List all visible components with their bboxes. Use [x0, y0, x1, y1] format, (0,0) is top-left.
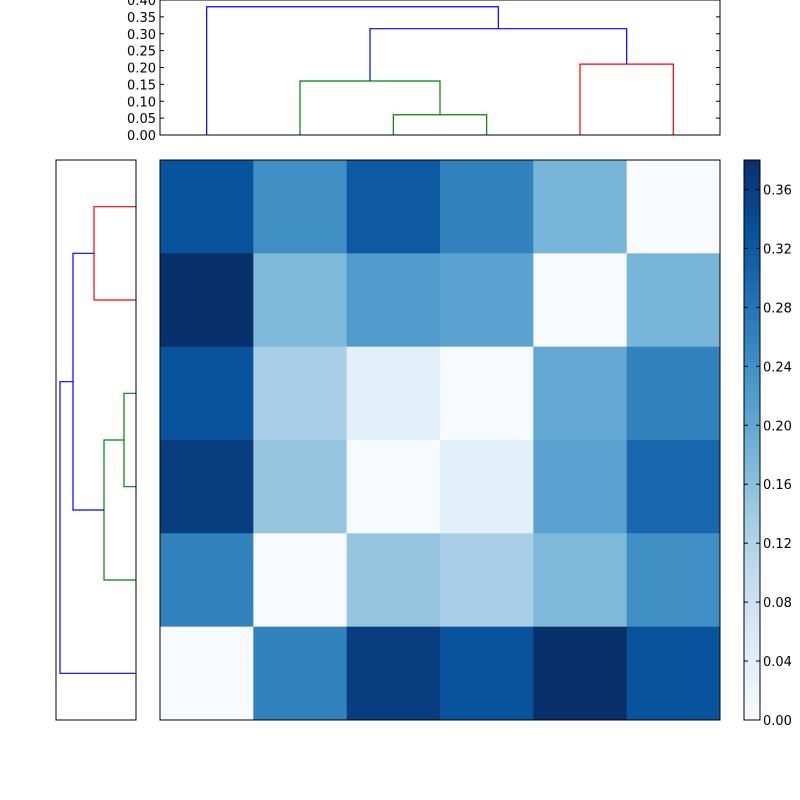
left-dendrogram-link [93, 206, 136, 301]
heatmap-cell [253, 346, 348, 441]
heatmap-cell [440, 533, 534, 628]
heatmap-cell [253, 160, 348, 254]
heatmap-cell [626, 253, 721, 348]
left-dendrogram-link [72, 252, 104, 511]
top-dendrogram-tick-label: 0.30 [127, 28, 156, 43]
colorbar-tick-label: 0.28 [763, 301, 792, 316]
heatmap-cell [440, 346, 534, 441]
left-dendrogram-link [123, 392, 136, 488]
heatmap-cell [346, 160, 441, 254]
heatmap-cell [626, 626, 721, 721]
colorbar-ticks: 0.00 0.04 0.08 0.12 0.16 0.20 0.24 0.28 0.32 0.36 [744, 183, 792, 729]
top-dendrogram-tick-label: 0.20 [127, 62, 156, 77]
heatmap-cell [160, 346, 254, 441]
heatmap-cell [160, 253, 254, 348]
left-dendrogram-link [59, 381, 136, 674]
heatmap-cell [160, 440, 254, 534]
heatmap-cell [346, 533, 441, 628]
heatmap-cell [253, 440, 348, 534]
colorbar-tick-label: 0.36 [763, 183, 792, 198]
heatmap-cell [346, 346, 441, 441]
heatmap [159, 159, 721, 721]
heatmap-cell [346, 253, 441, 348]
left-dendrogram [55, 159, 137, 721]
heatmap-cell [626, 533, 721, 628]
heatmap-cell [253, 253, 348, 348]
top-dendrogram-link [299, 80, 441, 135]
top-dendrogram-tick-label: 0.35 [127, 11, 156, 26]
heatmap-cell [533, 626, 628, 721]
heatmap-cell [626, 346, 721, 441]
top-dendrogram-tick-label: 0.05 [127, 112, 156, 127]
colorbar-gradient [744, 160, 760, 720]
top-dendrogram-tick-label: 0.25 [127, 45, 156, 60]
heatmap-cells [160, 160, 721, 721]
top-dendrogram-link [579, 63, 674, 135]
colorbar-tick-label: 0.32 [763, 242, 792, 257]
heatmap-cell [533, 440, 628, 534]
colorbar-tick-label: 0.08 [763, 596, 792, 611]
colorbar-tick-label: 0.12 [763, 537, 792, 552]
heatmap-frame [159, 159, 721, 721]
colorbar-tick-label: 0.04 [763, 655, 792, 670]
heatmap-cell [533, 533, 628, 628]
heatmap-cell [440, 626, 534, 721]
top-dendrogram: 0.00 0.05 0.10 0.150.20 0.25 0.30 0.35 0.40 [127, 0, 721, 144]
colorbar: 0.00 0.04 0.08 0.12 0.16 0.20 0.24 0.28 0.32 0.36 [743, 159, 792, 729]
top-dendrogram-link [206, 6, 499, 135]
heatmap-cell [626, 160, 721, 254]
colorbar-tick-label: 0.20 [763, 419, 792, 434]
top-dendrogram-link [369, 28, 628, 81]
left-dendrogram-links [59, 206, 136, 674]
heatmap-cell [160, 533, 254, 628]
heatmap-cell [253, 626, 348, 721]
heatmap-cell [626, 440, 721, 534]
heatmap-cell [160, 160, 254, 254]
heatmap-cell [253, 533, 348, 628]
heatmap-cell [533, 346, 628, 441]
heatmap-cell [533, 253, 628, 348]
top-dendrogram-tick-label: 0.40 [127, 0, 156, 9]
heatmap-cell [346, 440, 441, 534]
top-dendrogram-links [206, 6, 674, 135]
top-dendrogram-y-axis: 0.00 0.05 0.10 0.150.20 0.25 0.30 0.35 0.40 [127, 0, 720, 144]
colorbar-tick-label: 0.00 [763, 714, 792, 729]
top-dendrogram-link [392, 114, 488, 135]
heatmap-cell [533, 160, 628, 254]
heatmap-cell [440, 160, 534, 254]
top-dendrogram-frame [159, 0, 721, 136]
top-dendrogram-tick-label: 0.15 [127, 78, 156, 93]
top-dendrogram-tick-label: 0.00 [127, 129, 156, 144]
heatmap-cell [346, 626, 441, 721]
colorbar-frame [743, 159, 761, 721]
left-dendrogram-link [103, 439, 136, 581]
top-dendrogram-tick-label: 0.10 [127, 95, 156, 110]
colorbar-tick-label: 0.24 [763, 360, 792, 375]
colorbar-tick-label: 0.16 [763, 478, 792, 493]
heatmap-cell [440, 440, 534, 534]
left-dendrogram-frame [55, 159, 137, 721]
heatmap-cell [440, 253, 534, 348]
heatmap-cell [160, 626, 254, 721]
